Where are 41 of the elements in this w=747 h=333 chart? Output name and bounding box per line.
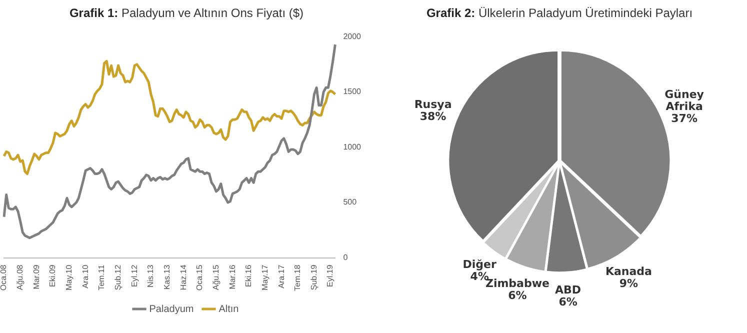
data-label: 37% — [671, 112, 698, 125]
legend-label: Altın — [218, 304, 239, 315]
y-tick-label: 500 — [343, 198, 358, 207]
data-label: 38% — [420, 110, 446, 123]
x-tick-label: Nis.13 — [146, 264, 156, 288]
x-tick-label: Oca.08 — [0, 264, 8, 291]
x-tick-label: Şub.12 — [113, 264, 122, 290]
slice-label: Diğer — [462, 258, 497, 271]
data-label: 6% — [558, 296, 578, 309]
data-label: 6% — [508, 289, 527, 302]
x-tick-label: Ara.17 — [276, 264, 286, 288]
legend-label: Paladyum — [149, 304, 194, 315]
x-tick-label: Ağu.15 — [211, 264, 220, 290]
slice-label: Güney Afrika — [664, 88, 704, 113]
x-tick-label: May.17 — [260, 264, 270, 290]
data-label: 9% — [619, 276, 638, 290]
y-tick-label: 1500 — [343, 87, 362, 96]
x-tick-label: Eyl.12 — [130, 264, 139, 287]
x-tick-label: Mar.16 — [228, 264, 237, 290]
x-tick-label: Ağu.08 — [16, 264, 25, 290]
x-tick-label: May.10 — [64, 264, 74, 290]
x-tick-label: Eki.09 — [48, 264, 58, 287]
x-tick-label: Şub.19 — [309, 264, 318, 290]
data-label: 4% — [470, 270, 489, 283]
slice-label: Rusya — [414, 98, 452, 111]
chart-title: Grafik 1: Paladyum ve Altının Ons Fiyatı ($) — [68, 6, 305, 22]
slice-label: ABD — [555, 284, 582, 297]
slice-label: Kanada — [605, 264, 652, 278]
y-tick-label: 0 — [343, 252, 348, 262]
y-tick-label: 2000 — [343, 32, 362, 42]
x-tick-label: Tem.11 — [97, 264, 106, 290]
chart-title: Grafik 2: Ülkelerin Paladyum Üretimindeki Payları — [425, 6, 694, 22]
y-tick-label: 1000 — [343, 142, 362, 152]
x-tick-label: Eki.16 — [244, 264, 254, 287]
x-tick-label: Mar.09 — [32, 264, 41, 290]
x-tick-label: Ara.10 — [80, 264, 90, 288]
x-tick-label: Tem.18 — [293, 264, 302, 291]
x-tick-label: Oca.15 — [195, 264, 204, 291]
x-tick-label: Kas.13 — [162, 264, 172, 290]
x-tick-label: Eyl.19 — [326, 264, 335, 287]
x-tick-label: Haz.14 — [178, 264, 188, 290]
